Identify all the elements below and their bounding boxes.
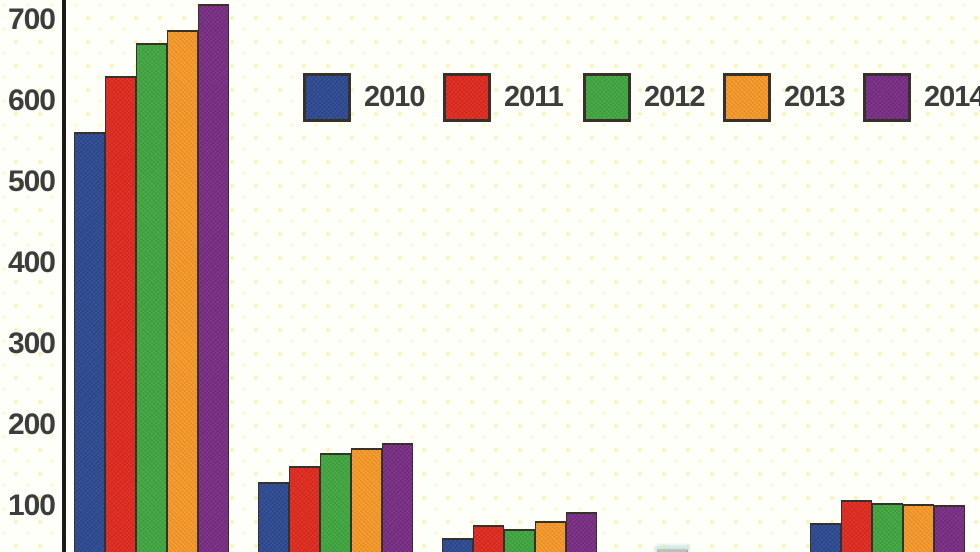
bar-2011-group-3 xyxy=(473,525,504,552)
bar-2012-group-5 xyxy=(872,502,903,552)
y-tick-label-100: 100 xyxy=(7,489,56,522)
legend-label: 2012 xyxy=(644,81,706,113)
legend: 2010 2011 2012 2013 2014 xyxy=(0,0,980,130)
legend-swatch-2014 xyxy=(863,73,911,122)
legend-swatch-2013 xyxy=(723,73,771,122)
bar-2012-group-2 xyxy=(320,452,351,552)
legend-entry-2012: 2012 xyxy=(583,73,706,122)
bar-2011-group-5 xyxy=(841,500,872,552)
bar-2013-group-1 xyxy=(167,29,198,552)
y-axis-line xyxy=(62,0,66,552)
bar-2013-group-2 xyxy=(351,447,382,552)
legend-label: 2014 xyxy=(924,81,980,113)
cropped-bar-smudge-artifact xyxy=(654,545,690,552)
bar-2010-group-5 xyxy=(810,523,841,552)
bar-2014-group-2 xyxy=(382,442,413,552)
legend-label: 2013 xyxy=(784,81,846,113)
y-tick-label-700: 700 xyxy=(7,3,56,36)
y-tick-label-500: 500 xyxy=(7,165,56,198)
legend-entry-2011: 2011 xyxy=(443,73,564,122)
bar-2013-group-3 xyxy=(535,521,566,552)
legend-entry-2014: 2014 xyxy=(863,73,980,122)
y-tick-label-300: 300 xyxy=(7,327,56,360)
y-tick-label-600: 600 xyxy=(7,84,56,117)
legend-swatch-2012 xyxy=(583,73,631,122)
bar-2010-group-2 xyxy=(258,481,289,552)
bar-2014-group-1 xyxy=(198,3,229,552)
legend-entry-2013: 2013 xyxy=(723,73,846,122)
legend-label: 2011 xyxy=(504,81,564,113)
bar-2014-group-3 xyxy=(566,511,597,552)
bar-2010-group-1 xyxy=(74,131,105,552)
y-tick-label-400: 400 xyxy=(7,246,56,279)
legend-swatch-2010 xyxy=(303,73,351,122)
legend-label: 2010 xyxy=(364,81,426,113)
legend-entry-2010: 2010 xyxy=(303,73,426,122)
bar-2011-group-1 xyxy=(105,75,136,552)
bar-2011-group-2 xyxy=(289,466,320,552)
legend-swatch-2011 xyxy=(443,73,491,122)
bar-2014-group-5 xyxy=(934,505,965,552)
bar-2010-group-3 xyxy=(442,537,473,552)
bar-2013-group-5 xyxy=(903,504,934,552)
bar-2012-group-1 xyxy=(136,43,167,552)
bar-2012-group-3 xyxy=(504,528,535,552)
y-tick-label-200: 200 xyxy=(7,408,56,441)
